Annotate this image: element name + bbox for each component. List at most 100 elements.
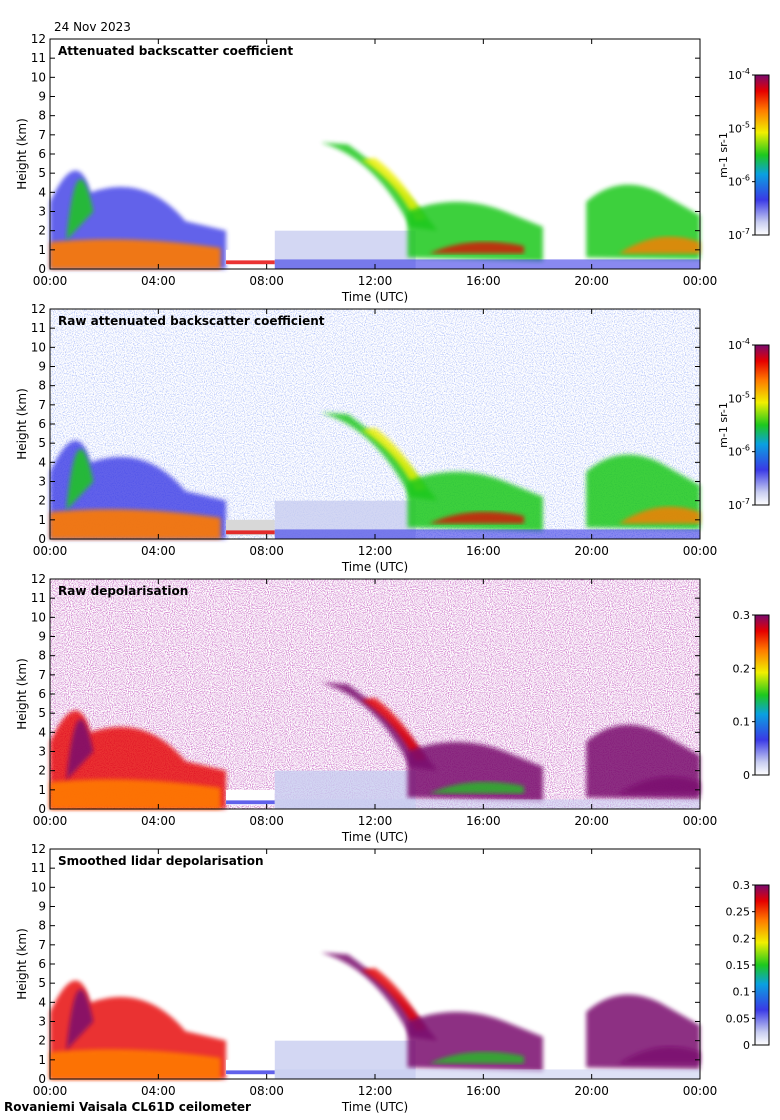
y-tick-label: 1 xyxy=(38,783,46,797)
colorbar-tick-label: 0 xyxy=(743,769,750,782)
x-axis-label: Time (UTC) xyxy=(341,560,408,574)
x-tick-label: 16:00 xyxy=(466,544,501,558)
colorbar-tick-label: 10-5 xyxy=(728,390,750,405)
y-axis-label: Height (km) xyxy=(15,658,29,729)
colorbar-tick-label: 10-5 xyxy=(728,120,750,135)
x-tick-label: 04:00 xyxy=(141,814,176,828)
y-tick-label: 11 xyxy=(31,861,46,875)
x-tick-label: 16:00 xyxy=(466,1084,501,1098)
x-tick-label: 20:00 xyxy=(574,274,609,288)
colorbar-label: m-1 sr-1 xyxy=(717,132,730,178)
colorbar: 10-7 10-6 10-5 10-4 m-1 sr-1 xyxy=(717,337,770,512)
x-tick-label: 00:00 xyxy=(33,814,68,828)
y-tick-label: 1 xyxy=(38,513,46,527)
colorbar-tick-label: 10-4 xyxy=(728,337,750,352)
x-tick-label: 00:00 xyxy=(33,274,68,288)
y-tick-label: 2 xyxy=(38,494,46,508)
y-tick-label: 8 xyxy=(38,379,46,393)
x-tick-label: 04:00 xyxy=(141,274,176,288)
x-tick-label: 12:00 xyxy=(358,1084,393,1098)
y-tick-label: 9 xyxy=(38,90,46,104)
y-tick-label: 3 xyxy=(38,745,46,759)
y-tick-label: 0 xyxy=(38,1072,46,1086)
y-tick-label: 1 xyxy=(38,243,46,257)
y-tick-label: 7 xyxy=(38,938,46,952)
y-tick-label: 4 xyxy=(38,455,46,469)
y-tick-label: 4 xyxy=(38,185,46,199)
y-tick-label: 2 xyxy=(38,764,46,778)
x-tick-label: 08:00 xyxy=(249,1084,284,1098)
y-tick-label: 12 xyxy=(31,842,46,856)
y-tick-label: 5 xyxy=(38,436,46,450)
y-tick-label: 8 xyxy=(38,919,46,933)
y-tick-label: 11 xyxy=(31,321,46,335)
y-tick-label: 0 xyxy=(38,532,46,546)
y-tick-label: 1 xyxy=(38,1053,46,1067)
y-tick-label: 5 xyxy=(38,706,46,720)
x-axis-label: Time (UTC) xyxy=(341,1100,408,1114)
y-tick-label: 12 xyxy=(31,572,46,586)
colorbar-tick-label: 0.1 xyxy=(733,986,751,999)
colorbar-tick-label: 10-4 xyxy=(728,67,750,82)
x-tick-label: 08:00 xyxy=(249,814,284,828)
y-tick-label: 2 xyxy=(38,1034,46,1048)
y-tick-label: 5 xyxy=(38,976,46,990)
y-tick-label: 12 xyxy=(31,302,46,316)
x-tick-label: 00:00 xyxy=(683,1084,718,1098)
y-tick-label: 6 xyxy=(38,147,46,161)
x-tick-label: 12:00 xyxy=(358,814,393,828)
y-tick-label: 7 xyxy=(38,398,46,412)
colorbar-tick-label: 10-6 xyxy=(728,444,750,459)
x-tick-label: 08:00 xyxy=(249,544,284,558)
y-tick-label: 6 xyxy=(38,687,46,701)
field-structures xyxy=(50,412,700,539)
y-tick-label: 11 xyxy=(31,51,46,65)
x-axis-label: Time (UTC) xyxy=(341,830,408,844)
y-tick-label: 6 xyxy=(38,957,46,971)
panel-title: Raw attenuated backscatter coefficient xyxy=(58,314,325,328)
colorbar-tick-label: 10-6 xyxy=(728,174,750,189)
y-tick-label: 12 xyxy=(31,32,46,46)
colorbar-tick-label: 0.05 xyxy=(726,1012,751,1025)
y-tick-label: 9 xyxy=(38,900,46,914)
y-tick-label: 3 xyxy=(38,205,46,219)
x-tick-label: 20:00 xyxy=(574,544,609,558)
x-tick-label: 20:00 xyxy=(574,814,609,828)
y-axis-label: Height (km) xyxy=(15,928,29,999)
y-tick-label: 11 xyxy=(31,591,46,605)
colorbar: 0 0.1 0.2 0.3 xyxy=(733,609,770,782)
x-tick-label: 04:00 xyxy=(141,544,176,558)
y-tick-label: 4 xyxy=(38,725,46,739)
x-tick-label: 00:00 xyxy=(683,544,718,558)
x-tick-label: 16:00 xyxy=(466,814,501,828)
colorbar-tick-label: 0.2 xyxy=(733,932,751,945)
colorbar-tick-label: 0.15 xyxy=(726,959,751,972)
y-tick-label: 6 xyxy=(38,417,46,431)
x-tick-label: 00:00 xyxy=(33,544,68,558)
y-axis-label: Height (km) xyxy=(15,388,29,459)
panel-title: Smoothed lidar depolarisation xyxy=(58,854,264,868)
y-tick-label: 2 xyxy=(38,224,46,238)
date-label: 24 Nov 2023 xyxy=(54,20,131,34)
y-tick-label: 3 xyxy=(38,1015,46,1029)
field-structures xyxy=(50,682,700,809)
y-tick-label: 0 xyxy=(38,262,46,276)
x-tick-label: 20:00 xyxy=(574,1084,609,1098)
colorbar-tick-label: 0.3 xyxy=(733,879,751,892)
colorbar-tick-label: 0 xyxy=(743,1039,750,1052)
y-tick-label: 10 xyxy=(31,610,46,624)
y-tick-label: 3 xyxy=(38,475,46,489)
y-tick-label: 10 xyxy=(31,70,46,84)
x-axis-label: Time (UTC) xyxy=(341,290,408,304)
y-tick-label: 9 xyxy=(38,630,46,644)
y-axis-label: Height (km) xyxy=(15,118,29,189)
y-tick-label: 7 xyxy=(38,668,46,682)
y-tick-label: 10 xyxy=(31,880,46,894)
x-tick-label: 08:00 xyxy=(249,274,284,288)
colorbar: 0 0.05 0.1 0.15 0.2 0.25 0.3 xyxy=(726,879,770,1052)
colorbar-tick-label: 10-7 xyxy=(728,497,750,512)
y-tick-label: 10 xyxy=(31,340,46,354)
